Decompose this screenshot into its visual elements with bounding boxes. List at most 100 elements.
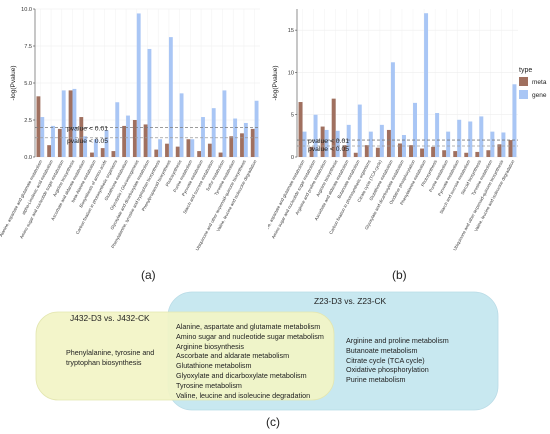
- panel-label-b: (b): [392, 268, 407, 282]
- bar-gene: [211, 108, 216, 157]
- venn-shared: Alanine, aspartate and glutamate metabol…: [176, 322, 324, 400]
- bar-gene: [83, 136, 88, 157]
- legend-title: type: [519, 67, 532, 74]
- threshold-label-0.05: pvalue < 0.05: [308, 146, 349, 153]
- venn-title-right: Z23-D3 vs. Z23-CK: [314, 296, 387, 306]
- legend-label-gene: gene: [532, 92, 547, 99]
- bar-meta: [375, 147, 380, 157]
- bar-meta: [353, 152, 358, 157]
- bar-meta: [409, 145, 414, 157]
- bar-meta: [475, 151, 480, 157]
- y-tick-label: 5.0: [24, 81, 32, 87]
- bar-gene: [313, 114, 318, 157]
- venn-item: Purine metabolism: [346, 375, 406, 385]
- bar-gene: [512, 84, 517, 157]
- bar-gene: [468, 121, 473, 157]
- venn-item: tryptophan biosynthesis: [66, 357, 142, 367]
- threshold-label-0.05: pvalue < 0.05: [67, 138, 108, 145]
- bar-meta: [111, 151, 116, 157]
- venn-item: Ascorbate and aldarate metabolism: [176, 351, 290, 361]
- threshold-label-0.01: pvalue < 0.01: [308, 138, 349, 145]
- bar-meta: [175, 146, 180, 157]
- y-axis-label: -log(Pvalue): [10, 65, 17, 100]
- bar-meta: [364, 145, 369, 157]
- legend-swatch-gene: [519, 90, 528, 99]
- bar-meta: [453, 151, 458, 157]
- bar-gene: [457, 119, 462, 157]
- bar-chart-a: pvalue < 0.01 pvalue < 0.05 0.0 2.5 5.0 7.5 10…: [0, 7, 260, 251]
- bar-gene: [501, 132, 506, 157]
- bar-meta: [397, 143, 402, 157]
- bar-gene: [479, 116, 484, 157]
- bar-gene: [379, 124, 384, 157]
- bar-gene: [61, 90, 66, 157]
- bar-gene: [254, 100, 259, 157]
- bar-gene: [424, 13, 429, 157]
- y-tick-label: 0: [291, 155, 294, 161]
- y-tick-label: 0.0: [24, 155, 32, 161]
- y-tick-label: 5: [291, 113, 294, 119]
- venn-item: Amino sugar and nucleotide sugar metabol…: [176, 331, 324, 341]
- venn-item: Butanoate metabolism: [346, 345, 418, 355]
- bar-meta: [90, 152, 94, 157]
- venn-item: Arginine biosynthesis: [176, 341, 244, 351]
- bar-gene: [435, 113, 440, 157]
- bar-gene: [126, 115, 130, 157]
- bar-meta: [420, 148, 425, 157]
- bar-gene: [490, 131, 495, 157]
- venn-left-only: Phenylalanine, tyrosine and tryptophan b…: [66, 348, 154, 368]
- bar-meta: [100, 148, 105, 157]
- bar-meta: [442, 150, 447, 157]
- legend-swatch-meta: [519, 77, 528, 86]
- bar-meta: [218, 152, 223, 157]
- bar-meta: [154, 149, 159, 157]
- bar-gene: [302, 131, 307, 157]
- bar-meta: [165, 143, 169, 157]
- bar-gene: [368, 131, 373, 157]
- venn-item: Citrate cycle (TCA cycle): [346, 355, 425, 365]
- venn-region-left: [35, 311, 335, 401]
- bar-meta: [240, 133, 244, 157]
- y-tick-label: 10: [288, 70, 294, 76]
- y-tick-label: 2.5: [24, 118, 32, 124]
- bar-meta: [186, 139, 191, 157]
- venn-item: Alanine, aspartate and glutamate metabol…: [176, 322, 321, 331]
- bar-gene: [346, 124, 351, 157]
- bar-gene: [168, 37, 173, 158]
- bar-meta: [320, 126, 325, 157]
- venn-title-left: J432-D3 vs. J432-CK: [70, 313, 150, 323]
- venn-item: Glyoxylate and dicarboxylate metabolism: [176, 370, 307, 380]
- bar-meta: [36, 96, 41, 157]
- y-tick-label: 15: [288, 28, 294, 34]
- bar-meta: [508, 140, 513, 157]
- bar-gene: [324, 129, 329, 157]
- bar-meta: [309, 146, 314, 157]
- bar-gene: [40, 117, 45, 157]
- bar-meta: [197, 151, 202, 157]
- bar-gene: [147, 48, 152, 157]
- bar-gene: [104, 130, 109, 157]
- bar-meta: [57, 128, 62, 157]
- bar-meta: [47, 145, 52, 157]
- bar-gene: [136, 13, 141, 157]
- bar-gene: [357, 104, 362, 157]
- venn-item: Arginine and proline metabolism: [346, 336, 449, 345]
- venn-item: Glutathione metabolism: [176, 361, 252, 371]
- bar-gene: [413, 102, 418, 157]
- bar-meta: [207, 143, 212, 157]
- bar-meta: [122, 125, 127, 157]
- bar-gene: [222, 90, 227, 157]
- panel-label-c: (c): [266, 415, 280, 429]
- venn-item: Valine, leucine and isoleucine degradati…: [176, 390, 311, 400]
- venn-item: Phenylalanine, tyrosine and: [66, 348, 155, 357]
- bar-meta: [431, 146, 436, 157]
- threshold-label-0.01: pvalue < 0.01: [67, 125, 108, 132]
- bar-meta: [464, 152, 469, 157]
- bar-meta: [342, 145, 347, 157]
- bar-meta: [486, 150, 491, 157]
- bar-gene: [190, 139, 195, 157]
- bar-gene: [158, 139, 163, 157]
- bar-gene: [179, 93, 184, 157]
- panel-label-a: (a): [141, 268, 156, 282]
